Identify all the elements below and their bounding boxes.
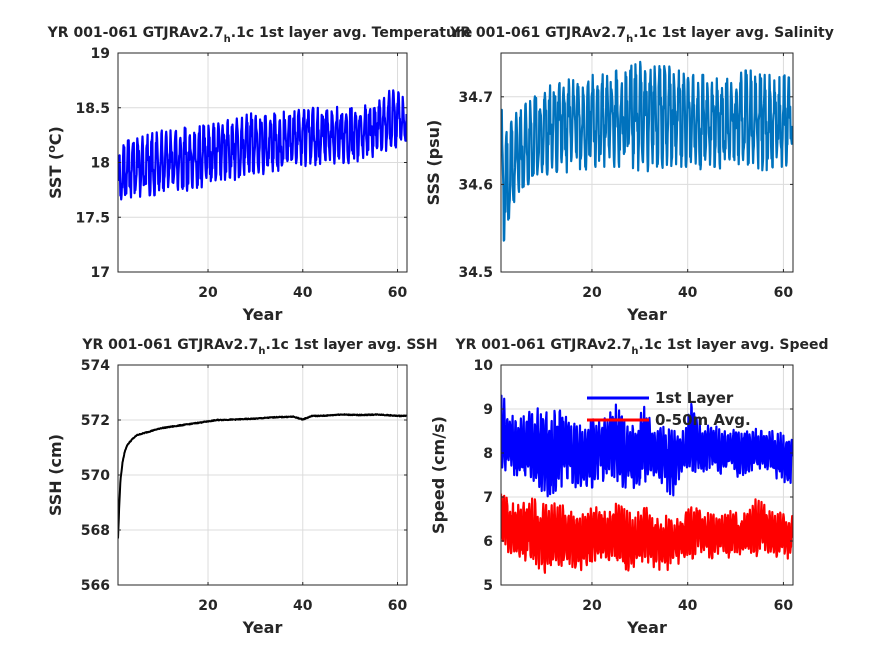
chart-title-part: .1c 1st layer avg. SSH [265, 337, 437, 353]
series-group [118, 413, 407, 539]
chart-title: YR 001-061 GTJRAv2.7h.1c 1st layer avg. … [454, 337, 828, 357]
x-tick-label: 40 [293, 285, 313, 301]
x-tick-label: 20 [198, 598, 218, 614]
y-tick-label: 9 [483, 402, 493, 418]
chart-title-subscript: h [626, 34, 633, 45]
chart-title: YR 001-061 GTJRAv2.7h.1c 1st layer avg. … [47, 25, 473, 45]
chart-title-part: YR 001-061 GTJRAv2.7 [449, 25, 626, 41]
series-group [501, 60, 793, 242]
chart-title-part: YR 001-061 GTJRAv2.7 [47, 25, 224, 41]
legend-label: 1st Layer [655, 389, 734, 407]
chart-title-part: .1c 1st layer avg. Salinity [633, 25, 834, 41]
legend-label: 0-50m Avg. [655, 411, 751, 429]
y-tick-label: 34.6 [458, 177, 493, 193]
x-tick-label: 20 [582, 285, 602, 301]
axes-frame [500, 52, 794, 273]
y-tick-label: 17 [91, 265, 110, 281]
chart-title: YR 001-061 GTJRAv2.7h.1c 1st layer avg. … [449, 25, 834, 45]
y-tick-label: 574 [81, 358, 110, 374]
y-axis-label: SST (oC) [45, 126, 65, 199]
y-tick-label: 570 [81, 468, 110, 484]
y-axis-label-part: SST ( [46, 153, 65, 199]
x-tick-label: 20 [582, 598, 602, 614]
chart-title-part: YR 001-061 GTJRAv2.7 [81, 337, 258, 353]
chart-title-part: .1c 1st layer avg. Temperature [231, 25, 473, 41]
y-tick-label: 18.5 [75, 101, 110, 117]
series-line [118, 89, 407, 201]
chart-title-subscript: h [258, 346, 265, 357]
y-tick-label: 5 [483, 578, 493, 594]
x-axis-label: Year [242, 618, 283, 637]
chart-panel-1: 20 40 60 17 17.5 18 18.5 19 Year SST (oC) YR 001-0… [45, 25, 472, 324]
chart-title-part: YR 001-061 GTJRAv2.7 [454, 337, 631, 353]
x-tick-label: 40 [678, 598, 698, 614]
x-tick-label: 60 [388, 285, 408, 301]
chart-title-part: .1c 1st layer avg. Speed [639, 337, 829, 353]
y-tick-label: 6 [483, 534, 493, 550]
y-tick-label: 34.5 [458, 265, 493, 281]
chart-title-subscript: h [631, 346, 638, 357]
y-tick-label: 34.7 [458, 90, 493, 106]
x-tick-label: 60 [388, 598, 408, 614]
axes-frame [500, 364, 794, 586]
chart-title-subscript: h [224, 34, 231, 45]
x-tick-label: 40 [293, 598, 313, 614]
y-axis-label: SSH (cm) [46, 434, 65, 516]
y-axis-label-part: C) [46, 126, 65, 145]
y-axis-label: SSS (psu) [424, 120, 443, 206]
y-tick-label: 17.5 [75, 210, 110, 226]
y-axis-label-superscript: o [45, 145, 58, 153]
series-line [118, 413, 407, 539]
chart-title: YR 001-061 GTJRAv2.7h.1c 1st layer avg. … [81, 337, 437, 357]
legend: 1st Layer 0-50m Avg. [587, 389, 751, 429]
y-axis-label: Speed (cm/s) [429, 416, 448, 534]
x-axis-label: Year [626, 305, 667, 324]
y-tick-label: 7 [483, 490, 493, 506]
y-tick-label: 18 [91, 156, 110, 172]
x-axis-label: Year [626, 618, 667, 637]
x-tick-label: 40 [678, 285, 698, 301]
y-tick-label: 568 [81, 523, 110, 539]
chart-panel-2: 20 40 60 34.5 34.6 34.7 Year SSS (psu) YR 001-06… [424, 25, 834, 324]
y-tick-label: 572 [81, 413, 110, 429]
x-axis-label: Year [242, 305, 283, 324]
series-group [118, 89, 407, 201]
chart-panel-4: 20 40 60 5 6 7 8 9 10 Year Speed (cm/s) YR 001-061 … [429, 337, 829, 637]
chart-panel-3: 20 40 60 566 568 570 572 574 Year SSH (cm) YR 001-… [46, 337, 438, 637]
x-tick-label: 20 [198, 285, 218, 301]
x-tick-label: 60 [774, 598, 794, 614]
series-line [501, 60, 793, 242]
y-tick-label: 10 [474, 358, 494, 374]
x-tick-label: 60 [774, 285, 794, 301]
series-line [501, 493, 793, 574]
y-tick-label: 19 [91, 46, 110, 62]
y-tick-label: 8 [483, 446, 493, 462]
y-tick-label: 566 [81, 578, 110, 594]
